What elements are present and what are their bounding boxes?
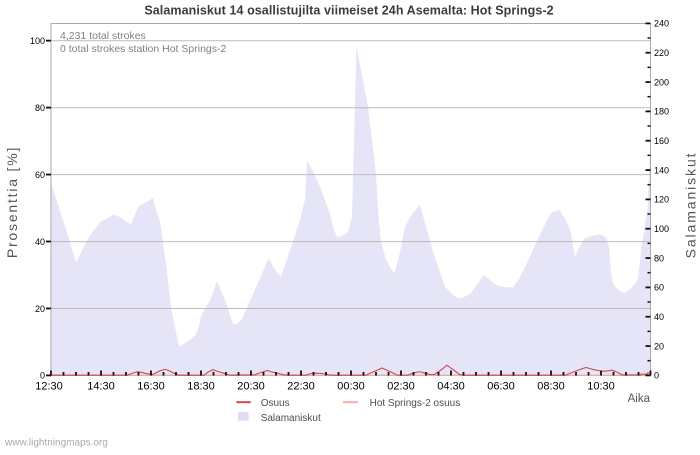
svg-text:18:30: 18:30 bbox=[187, 381, 215, 393]
svg-text:Osuus: Osuus bbox=[261, 398, 290, 409]
svg-text:Salamaniskut: Salamaniskut bbox=[261, 413, 321, 424]
svg-text:80: 80 bbox=[35, 103, 45, 113]
svg-text:20: 20 bbox=[654, 341, 664, 351]
svg-text:14:30: 14:30 bbox=[87, 381, 115, 393]
svg-text:04:30: 04:30 bbox=[437, 381, 465, 393]
svg-text:180: 180 bbox=[654, 107, 669, 117]
svg-text:40: 40 bbox=[654, 312, 664, 322]
svg-text:80: 80 bbox=[654, 253, 664, 263]
svg-text:Salamaniskut 14 osallistujilta: Salamaniskut 14 osallistujilta viimeiset… bbox=[144, 4, 553, 18]
svg-text:100: 100 bbox=[30, 36, 45, 46]
svg-text:0: 0 bbox=[654, 371, 659, 381]
svg-text:220: 220 bbox=[654, 48, 669, 58]
svg-text:160: 160 bbox=[654, 136, 669, 146]
svg-text:0 total strokes station Hot Sp: 0 total strokes station Hot Springs-2 bbox=[60, 43, 226, 55]
svg-text:16:30: 16:30 bbox=[137, 381, 165, 393]
svg-text:240: 240 bbox=[654, 19, 669, 29]
svg-text:200: 200 bbox=[654, 77, 669, 87]
svg-text:4,231 total strokes: 4,231 total strokes bbox=[60, 30, 146, 42]
svg-text:Salamaniskut: Salamaniskut bbox=[683, 152, 699, 259]
svg-text:60: 60 bbox=[35, 170, 45, 180]
svg-text:Hot Springs-2 osuus: Hot Springs-2 osuus bbox=[370, 398, 461, 409]
svg-text:20: 20 bbox=[35, 304, 45, 314]
svg-text:140: 140 bbox=[654, 165, 669, 175]
svg-text:60: 60 bbox=[654, 283, 664, 293]
svg-text:22:30: 22:30 bbox=[287, 381, 315, 393]
svg-text:Prosenttia [%]: Prosenttia [%] bbox=[4, 146, 20, 258]
svg-text:0: 0 bbox=[40, 371, 45, 381]
svg-text:100: 100 bbox=[654, 224, 669, 234]
svg-text:120: 120 bbox=[654, 195, 669, 205]
svg-text:12:30: 12:30 bbox=[35, 381, 63, 393]
svg-text:02:30: 02:30 bbox=[387, 381, 415, 393]
svg-text:www.lightningmaps.org: www.lightningmaps.org bbox=[4, 438, 108, 449]
svg-text:40: 40 bbox=[35, 237, 45, 247]
svg-text:10:30: 10:30 bbox=[587, 381, 615, 393]
svg-text:00:30: 00:30 bbox=[337, 381, 365, 393]
svg-text:08:30: 08:30 bbox=[537, 381, 565, 393]
svg-text:Aika: Aika bbox=[628, 393, 651, 405]
svg-text:20:30: 20:30 bbox=[237, 381, 265, 393]
svg-text:06:30: 06:30 bbox=[487, 381, 515, 393]
